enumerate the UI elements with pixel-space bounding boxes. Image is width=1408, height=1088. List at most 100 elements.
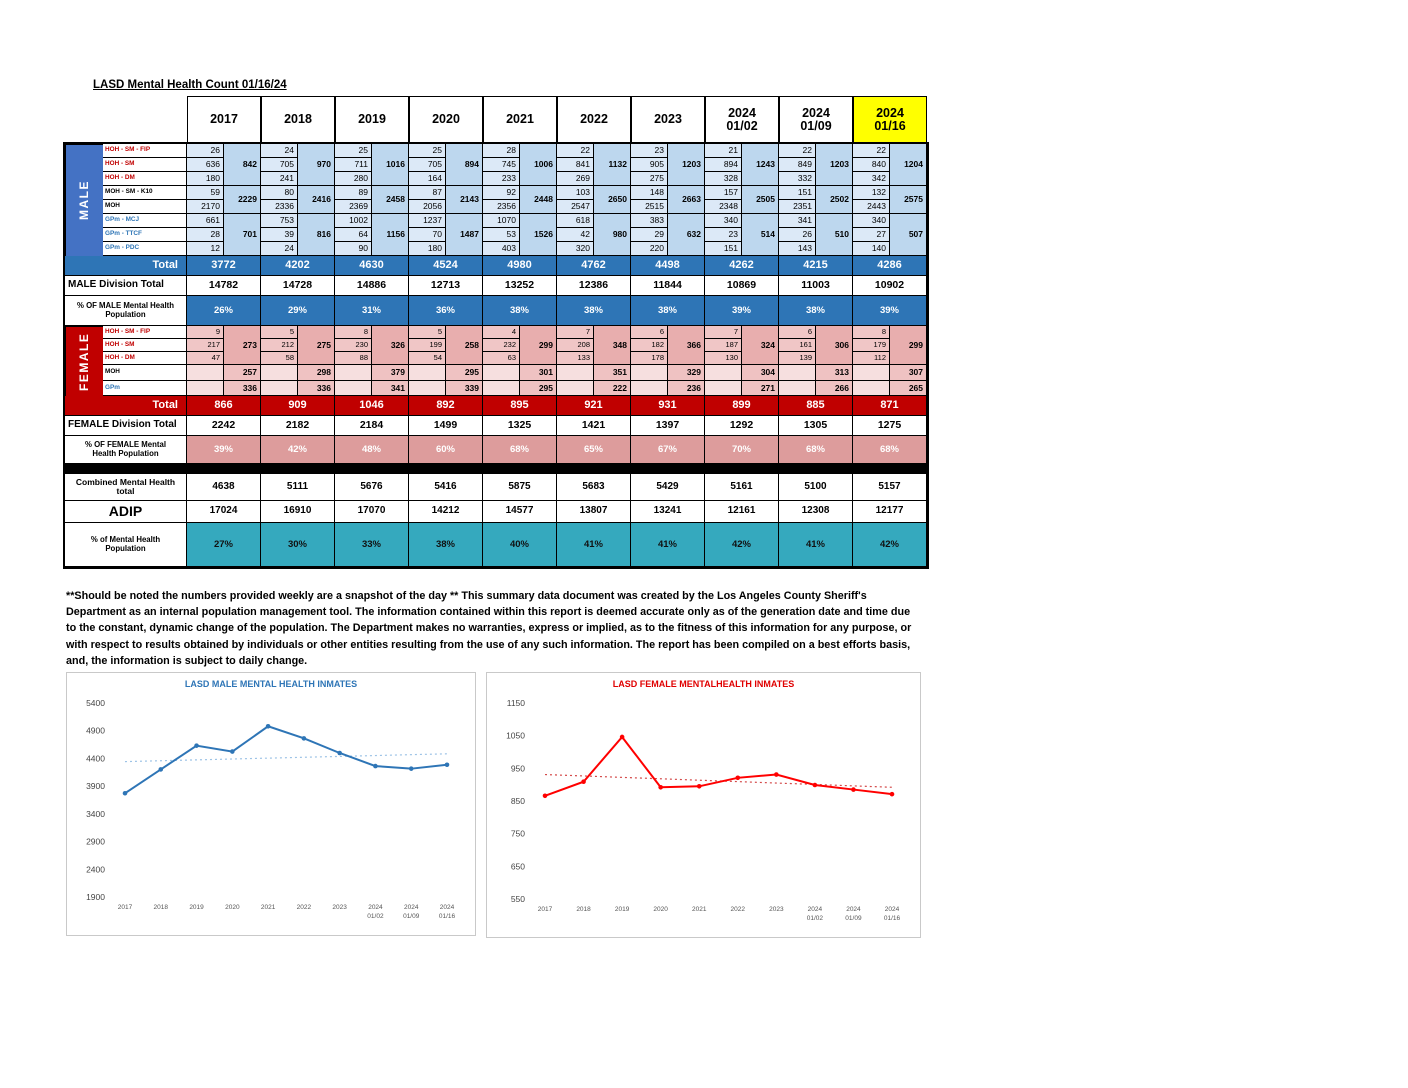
value-cell: 328 <box>705 172 742 186</box>
value-cell: 180 <box>409 242 446 256</box>
value-cell: 25 <box>335 144 372 158</box>
value-cell: 265 <box>890 381 927 396</box>
value-cell: 379 <box>372 365 409 381</box>
subtotal-cell: 632 <box>668 214 705 256</box>
male-total-cell: 4762 <box>557 256 631 276</box>
data-point-marker <box>658 784 663 790</box>
doc-title: LASD Mental Health Count 01/16/24 <box>93 79 287 91</box>
empty-cell <box>853 365 890 381</box>
overall-percent-cell: 41% <box>779 523 853 567</box>
male-division-cell: 12386 <box>557 276 631 296</box>
adip-cell: 13241 <box>631 501 705 523</box>
value-cell: 6 <box>779 326 816 339</box>
value-cell: 339 <box>446 381 483 396</box>
x-tick-label: 2022 <box>297 904 312 911</box>
male-division-cell: 11844 <box>631 276 705 296</box>
x-tick-label: 2020 <box>225 904 240 911</box>
data-point-marker <box>696 784 702 789</box>
combined-total-cell: 5676 <box>335 474 409 501</box>
value-cell: 161 <box>779 339 816 352</box>
subtotal-cell: 701 <box>224 214 261 256</box>
subtotal-cell: 1203 <box>816 144 853 186</box>
empty-cell <box>187 365 224 381</box>
data-point-marker <box>735 775 741 781</box>
male-division-cell: 10869 <box>705 276 779 296</box>
data-point-marker <box>194 743 199 748</box>
empty-cell <box>409 365 446 381</box>
value-cell: 280 <box>335 172 372 186</box>
value-cell: 42 <box>557 228 594 242</box>
combined-total-cell: 5875 <box>483 474 557 501</box>
female-total-cell: 921 <box>557 396 631 416</box>
value-cell: 132 <box>853 186 890 200</box>
female-division-cell: 2242 <box>187 416 261 436</box>
empty-cell <box>779 381 816 396</box>
value-cell: 840 <box>853 158 890 172</box>
value-cell: 753 <box>261 214 298 228</box>
value-cell: 112 <box>853 352 890 365</box>
y-tick-label: 1900 <box>86 892 105 902</box>
value-cell: 236 <box>668 381 705 396</box>
data-point-marker <box>444 762 450 768</box>
year-header: 2024 01/09 <box>779 96 853 144</box>
value-cell: 180 <box>187 172 224 186</box>
overall-percent-cell: 38% <box>409 523 483 567</box>
female-percent-cell: 68% <box>779 436 853 464</box>
value-cell: 307 <box>890 365 927 381</box>
female-total-cell: 899 <box>705 396 779 416</box>
subtotal-cell: 326 <box>372 326 409 365</box>
data-point-marker <box>408 766 414 771</box>
value-cell: 151 <box>779 186 816 200</box>
subtotal-cell: 1526 <box>520 214 557 256</box>
series-line <box>544 735 893 797</box>
value-cell: 2515 <box>631 200 668 214</box>
female-division-label: FEMALE Division Total <box>65 416 187 436</box>
value-cell: 28 <box>187 228 224 242</box>
female-total-cell: 885 <box>779 396 853 416</box>
x-tick-label: 2022 <box>731 906 746 913</box>
y-tick-label: 3900 <box>86 781 105 791</box>
row-label: HOH - SM - FIP <box>103 144 187 158</box>
subtotal-cell: 2229 <box>224 186 261 214</box>
empty-cell <box>705 365 742 381</box>
female-division-cell: 1305 <box>779 416 853 436</box>
male-percent-cell: 39% <box>705 296 779 326</box>
overall-percent-label: % of Mental Health Population <box>65 523 187 567</box>
value-cell: 130 <box>705 352 742 365</box>
value-cell: 295 <box>446 365 483 381</box>
year-header: 2020 <box>409 96 483 144</box>
male-division-cell: 10902 <box>853 276 927 296</box>
male-percent-cell: 38% <box>779 296 853 326</box>
empty-cell <box>631 365 668 381</box>
male-percent-cell: 38% <box>631 296 705 326</box>
empty-cell <box>335 365 372 381</box>
value-cell: 271 <box>742 381 779 396</box>
female-chart-title: LASD FEMALE MENTALHEALTH INMATES <box>612 679 795 689</box>
adip-cell: 13807 <box>557 501 631 523</box>
year-header: 2022 <box>557 96 631 144</box>
row-label: GPm <box>103 381 187 396</box>
x-tick-label: 2023 <box>769 906 784 913</box>
empty-cell <box>483 381 520 396</box>
subtotal-cell: 1204 <box>890 144 927 186</box>
value-cell: 24 <box>261 242 298 256</box>
empty-cell <box>409 381 446 396</box>
value-cell: 8 <box>335 326 372 339</box>
male-percent-cell: 26% <box>187 296 261 326</box>
value-cell: 26 <box>187 144 224 158</box>
value-cell: 24 <box>261 144 298 158</box>
value-cell: 151 <box>705 242 742 256</box>
mental-health-table: 2017 2018 2019 2020 2021 2022 2023 2024 01/02 20… <box>65 96 927 567</box>
male-division-cell: 14728 <box>261 276 335 296</box>
value-cell: 2547 <box>557 200 594 214</box>
empty-cell <box>853 381 890 396</box>
value-cell: 233 <box>483 172 520 186</box>
subtotal-cell: 842 <box>224 144 261 186</box>
subtotal-cell: 980 <box>594 214 631 256</box>
overall-percent-cell: 42% <box>853 523 927 567</box>
value-cell: 336 <box>298 381 335 396</box>
subtotal-cell: 306 <box>816 326 853 365</box>
female-division-cell: 1275 <box>853 416 927 436</box>
value-cell: 383 <box>631 214 668 228</box>
